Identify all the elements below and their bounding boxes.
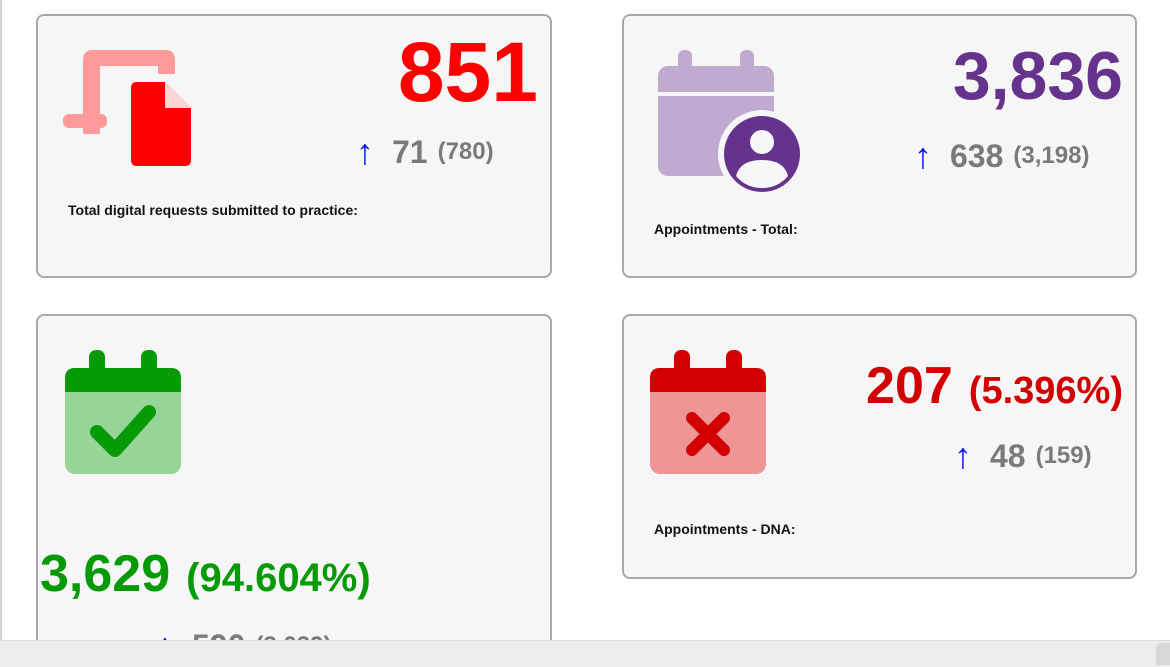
card-appointments-total: 3,836 ↑ 638 (3,198) Appointments - Total…: [622, 14, 1137, 278]
up-arrow-icon: ↑: [954, 435, 972, 476]
value-appointments-dna: 207 (5.396%): [866, 357, 1123, 415]
left-border: [0, 0, 2, 640]
scrollbar-corner: [1156, 643, 1170, 665]
change-appointments-total: ↑ 638 (3,198): [914, 135, 1090, 176]
card-appointments-attended: 3,629 (94.604%) ↑ 590 (3,039): [36, 314, 552, 654]
change-appointments-dna: ↑ 48 (159): [954, 435, 1092, 476]
calendar-check-icon: [65, 350, 181, 474]
calendar-user-icon: [658, 50, 804, 196]
card-digital-requests: 851 ↑ 71 (780) Total digital requests su…: [36, 14, 552, 278]
card-appointments-dna: 207 (5.396%) ↑ 48 (159) Appointments - D…: [622, 314, 1137, 579]
digital-request-icon: [63, 50, 191, 166]
label-appointments-dna: Appointments - DNA:: [654, 521, 796, 537]
horizontal-scrollbar[interactable]: [0, 640, 1170, 667]
value-appointments-attended: 3,629 (94.604%): [40, 545, 371, 603]
value-digital-requests: 851: [397, 25, 538, 119]
value-appointments-total: 3,836: [952, 38, 1123, 114]
change-digital-requests: ↑ 71 (780): [356, 131, 494, 172]
label-digital-requests: Total digital requests submitted to prac…: [68, 202, 358, 218]
calendar-x-icon: [650, 350, 766, 474]
label-appointments-total: Appointments - Total:: [654, 221, 798, 237]
up-arrow-icon: ↑: [356, 131, 374, 172]
up-arrow-icon: ↑: [914, 135, 932, 176]
